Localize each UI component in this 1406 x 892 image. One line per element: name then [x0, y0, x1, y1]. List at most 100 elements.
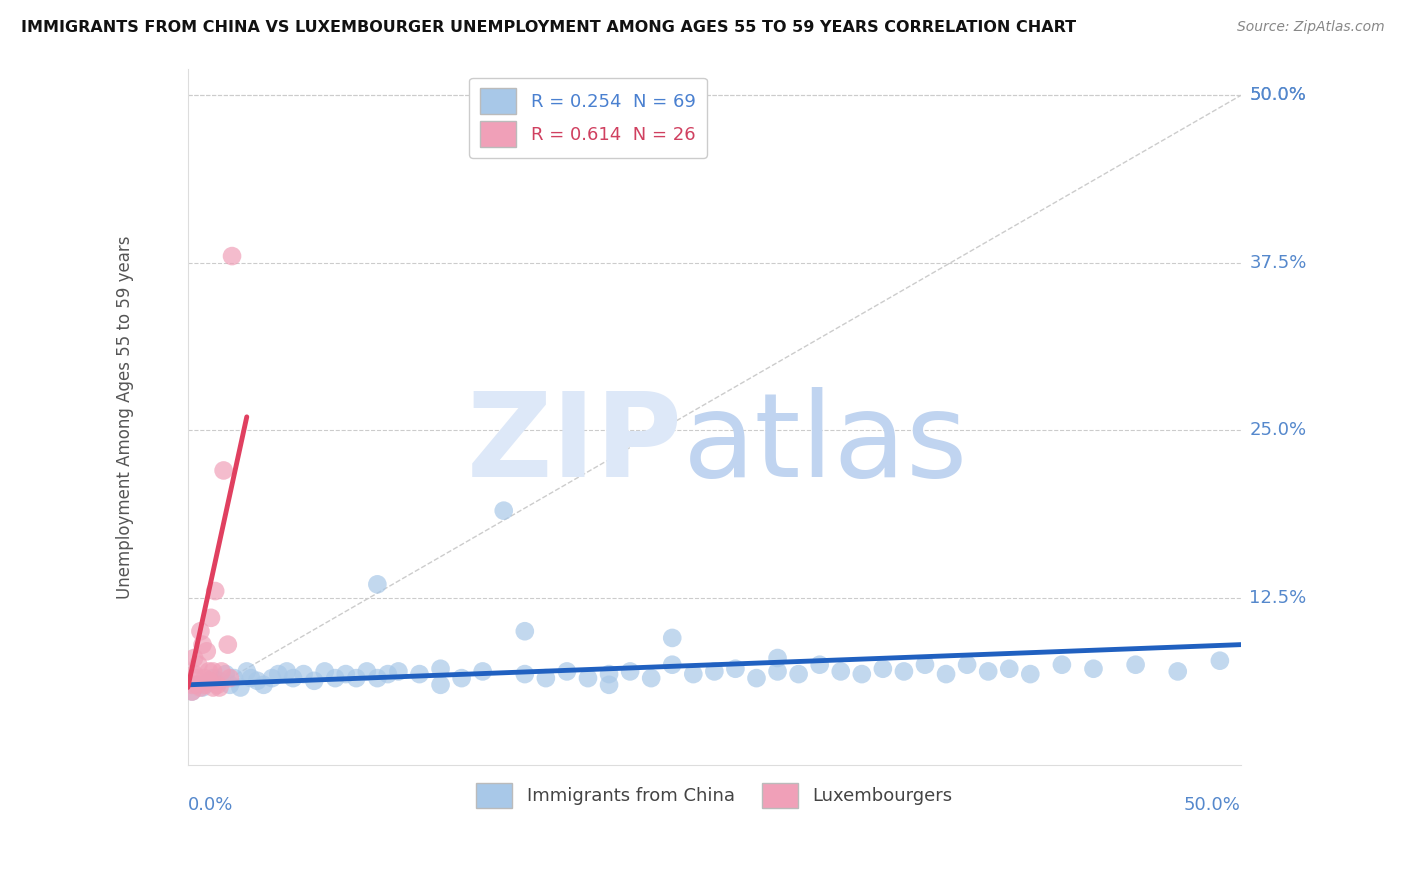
Point	[830, 665, 852, 679]
Text: 12.5%: 12.5%	[1250, 589, 1306, 607]
Point	[344, 671, 367, 685]
Text: 37.5%: 37.5%	[1250, 254, 1306, 272]
Point	[198, 673, 221, 688]
Point	[576, 671, 599, 685]
Point	[766, 665, 789, 679]
Point	[598, 667, 620, 681]
Point	[246, 673, 269, 688]
Point	[682, 667, 704, 681]
Point	[187, 678, 209, 692]
Point	[808, 657, 831, 672]
Point	[302, 673, 325, 688]
Point	[194, 678, 217, 692]
Point	[194, 671, 217, 685]
Point	[893, 665, 915, 679]
Point	[513, 624, 536, 639]
Point	[191, 638, 214, 652]
Point	[221, 249, 243, 263]
Text: 50.0%: 50.0%	[1250, 87, 1306, 104]
Point	[191, 681, 214, 695]
Text: 0.0%: 0.0%	[188, 796, 233, 814]
Point	[187, 657, 209, 672]
Point	[217, 638, 239, 652]
Point	[1019, 667, 1042, 681]
Point	[429, 662, 451, 676]
Point	[640, 671, 662, 685]
Point	[314, 665, 336, 679]
Point	[181, 684, 204, 698]
Point	[207, 678, 229, 692]
Point	[703, 665, 725, 679]
Point	[260, 671, 283, 685]
Point	[1125, 657, 1147, 672]
Point	[745, 671, 768, 685]
Point	[555, 665, 578, 679]
Text: Source: ZipAtlas.com: Source: ZipAtlas.com	[1237, 20, 1385, 34]
Point	[787, 667, 810, 681]
Point	[1050, 657, 1073, 672]
Point	[335, 667, 357, 681]
Point	[323, 671, 346, 685]
Point	[872, 662, 894, 676]
Point	[195, 644, 218, 658]
Text: Unemployment Among Ages 55 to 59 years: Unemployment Among Ages 55 to 59 years	[115, 235, 134, 599]
Point	[914, 657, 936, 672]
Point	[292, 667, 315, 681]
Point	[1209, 654, 1232, 668]
Point	[181, 684, 204, 698]
Point	[534, 671, 557, 685]
Point	[619, 665, 641, 679]
Point	[450, 671, 472, 685]
Point	[661, 657, 683, 672]
Text: 50.0%: 50.0%	[1184, 796, 1241, 814]
Text: 25.0%: 25.0%	[1250, 421, 1306, 439]
Point	[240, 671, 263, 685]
Point	[408, 667, 430, 681]
Point	[356, 665, 378, 679]
Text: ZIP: ZIP	[467, 387, 683, 502]
Point	[1167, 665, 1189, 679]
Point	[219, 678, 242, 692]
Point	[190, 681, 212, 695]
Point	[471, 665, 494, 679]
Point	[183, 667, 205, 681]
Point	[598, 678, 620, 692]
Point	[766, 651, 789, 665]
Point	[513, 667, 536, 681]
Text: 50.0%: 50.0%	[1250, 87, 1306, 104]
Point	[181, 678, 204, 692]
Point	[935, 667, 957, 681]
Point	[229, 681, 252, 695]
Point	[224, 671, 246, 685]
Point	[998, 662, 1021, 676]
Point	[236, 665, 259, 679]
Point	[198, 665, 221, 679]
Point	[202, 665, 225, 679]
Point	[211, 665, 233, 679]
Point	[366, 671, 388, 685]
Point	[429, 678, 451, 692]
Point	[208, 673, 231, 688]
Point	[186, 678, 208, 692]
Point	[281, 671, 304, 685]
Point	[215, 667, 238, 681]
Point	[252, 678, 274, 692]
Point	[202, 671, 225, 685]
Point	[208, 681, 231, 695]
Point	[200, 611, 222, 625]
Text: IMMIGRANTS FROM CHINA VS LUXEMBOURGER UNEMPLOYMENT AMONG AGES 55 TO 59 YEARS COR: IMMIGRANTS FROM CHINA VS LUXEMBOURGER UN…	[21, 20, 1076, 35]
Point	[851, 667, 873, 681]
Text: atlas: atlas	[683, 387, 969, 502]
Legend: Immigrants from China, Luxembourgers: Immigrants from China, Luxembourgers	[470, 775, 960, 815]
Point	[202, 681, 225, 695]
Point	[661, 631, 683, 645]
Point	[977, 665, 1000, 679]
Point	[1083, 662, 1105, 676]
Point	[219, 671, 242, 685]
Point	[212, 463, 235, 477]
Point	[724, 662, 747, 676]
Point	[377, 667, 399, 681]
Point	[366, 577, 388, 591]
Point	[186, 671, 208, 685]
Point	[956, 657, 979, 672]
